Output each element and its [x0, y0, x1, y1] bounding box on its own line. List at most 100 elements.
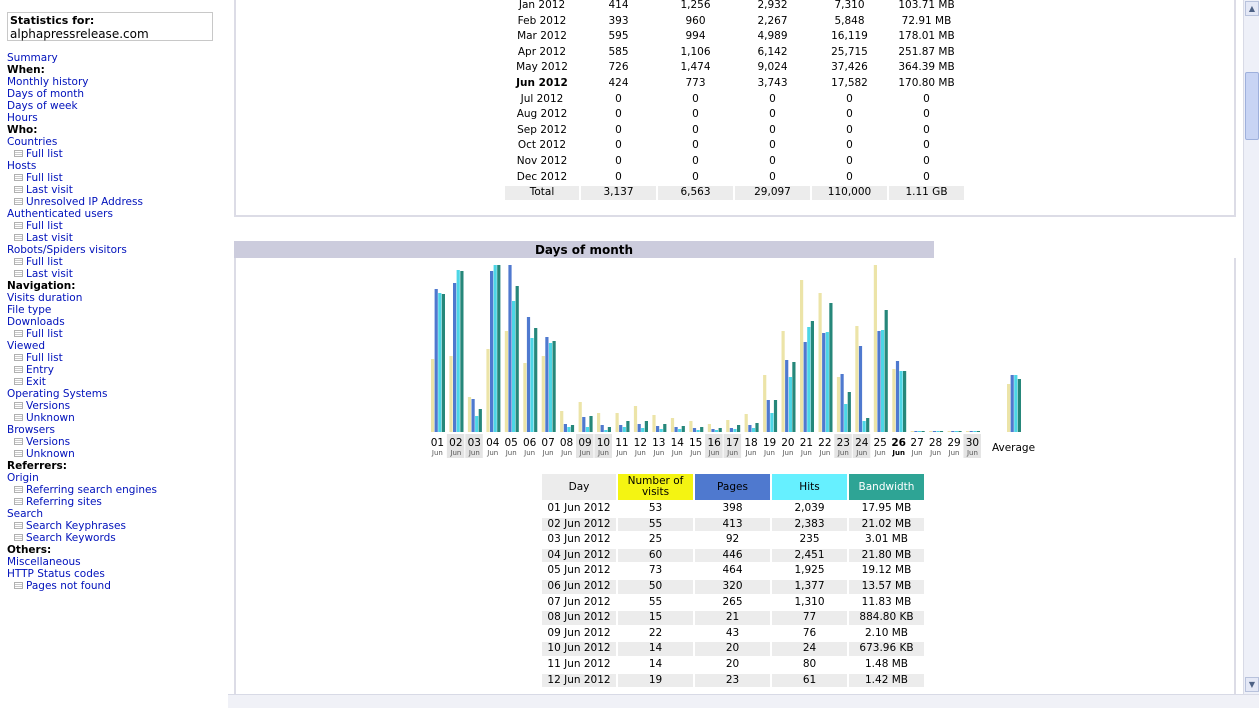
scroll-down-arrow-icon[interactable]: ▼	[1245, 677, 1259, 692]
bar-number-of-visits-23	[836, 377, 841, 432]
nav-subitem-search-keywords[interactable]: Search Keywords	[7, 532, 228, 544]
nav-item-monthly-history[interactable]: Monthly history	[7, 76, 228, 88]
nav-subitem-unresolved-ip-address[interactable]: Unresolved IP Address	[7, 196, 228, 208]
nav-subitem-unknown[interactable]: Unknown	[7, 448, 228, 460]
nav-item-http-status-codes[interactable]: HTTP Status codes	[7, 568, 228, 580]
nav-item-viewed[interactable]: Viewed	[7, 340, 228, 352]
list-icon	[14, 354, 23, 361]
day-tick-label: 07	[541, 437, 554, 449]
nav-item-file-type[interactable]: File type	[7, 304, 228, 316]
nav-subitem-last-visit[interactable]: Last visit	[7, 184, 228, 196]
nav-subitem-full-list[interactable]: Full list	[7, 220, 228, 232]
nav-subitem-pages-not-found[interactable]: Pages not found	[7, 580, 228, 592]
monthly-cell-visits: 0	[615, 170, 622, 183]
bar-bandwidth-mb-05	[515, 286, 519, 432]
nav-item-origin[interactable]: Origin	[7, 472, 228, 484]
bar-hits-27	[917, 431, 922, 432]
monthly-total-visits: 3,137	[581, 186, 656, 200]
nav-subitem-unknown[interactable]: Unknown	[7, 412, 228, 424]
nav-subitem-full-list[interactable]: Full list	[7, 148, 228, 160]
month-tick-label: Jun	[763, 449, 775, 457]
bar-number-of-visits-12	[633, 406, 638, 432]
bar-bandwidth-mb-13	[663, 424, 667, 432]
nav-subitem-last-visit[interactable]: Last visit	[7, 268, 228, 280]
month-tick-label: Jun	[708, 449, 720, 457]
monthly-cell-hits: 0	[769, 139, 776, 152]
nav-item-authenticated-users[interactable]: Authenticated users	[7, 208, 228, 220]
month-tick-label: Jun	[745, 449, 757, 457]
monthly-cell-month: Jun 2012	[516, 76, 568, 89]
nav-subitem-last-visit[interactable]: Last visit	[7, 232, 228, 244]
nav-subitem-full-list[interactable]: Full list	[7, 352, 228, 364]
month-tick-label: Jun	[966, 449, 978, 457]
monthly-total-col4: 110,000	[812, 186, 887, 200]
nav-item-countries[interactable]: Countries	[7, 136, 228, 148]
nav-subitem-exit[interactable]: Exit	[7, 376, 228, 388]
monthly-cell-hits: 3,743	[757, 76, 788, 89]
nav-item-visits-duration[interactable]: Visits duration	[7, 292, 228, 304]
scrollbar-thumb[interactable]	[1245, 72, 1259, 140]
list-icon	[14, 222, 23, 229]
monthly-cell-visits: 0	[615, 123, 622, 136]
nav-label: Full list	[26, 172, 63, 184]
daily-cell-bw: 21.80 MB	[849, 548, 924, 563]
bar-hits-12	[641, 428, 645, 432]
monthly-cell-bw: 0	[923, 170, 930, 183]
bar-pages-04	[490, 271, 494, 432]
nav-label: Viewed	[7, 340, 46, 352]
bar-bandwidth-mb-24	[866, 418, 870, 432]
bar-bandwidth-mb-28	[939, 431, 944, 432]
nav-subitem-full-list[interactable]: Full list	[7, 328, 228, 340]
monthly-total-bw: 1.11 GB	[889, 186, 964, 200]
bar-number-of-visits-27	[910, 431, 914, 432]
horizontal-scrollbar[interactable]	[228, 694, 1259, 708]
nav-item-browsers[interactable]: Browsers	[7, 424, 228, 436]
nav-item-operating-systems[interactable]: Operating Systems	[7, 388, 228, 400]
daily-cell-bw: 13.57 MB	[849, 579, 924, 594]
bar-hits-23	[844, 404, 848, 432]
days-of-month-table: Day Number of visits Pages Hits Bandwidth 01 …	[540, 472, 926, 689]
nav-item-hours[interactable]: Hours	[7, 112, 228, 124]
nav-subitem-full-list[interactable]: Full list	[7, 256, 228, 268]
nav-label: Versions	[26, 400, 71, 412]
scroll-up-arrow-icon[interactable]: ▲	[1245, 1, 1259, 16]
vertical-scrollbar[interactable]: ▲ ▼	[1243, 0, 1259, 694]
monthly-cell-col4: 17,582	[831, 76, 868, 89]
monthly-cell-pages: 1,474	[680, 61, 711, 74]
nav-item-days-of-week[interactable]: Days of week	[7, 100, 228, 112]
nav-subitem-referring-search-engines[interactable]: Referring search engines	[7, 484, 228, 496]
nav-item-search[interactable]: Search	[7, 508, 228, 520]
bar-number-of-visits-22	[818, 293, 822, 432]
bar-pages-22	[822, 333, 826, 432]
monthly-total-hits: 29,097	[735, 186, 810, 200]
nav-item-downloads[interactable]: Downloads	[7, 316, 228, 328]
bar-number-of-visits-11	[615, 413, 619, 432]
bar-bandwidth-mb-30	[976, 431, 980, 432]
bar-pages-30	[969, 431, 973, 432]
nav-subitem-full-list[interactable]: Full list	[7, 172, 228, 184]
list-icon	[14, 486, 23, 493]
daily-row: 02 Jun 2012 55 413 2,383 21.02 MB	[542, 517, 924, 532]
nav-item-summary[interactable]: Summary	[7, 52, 228, 64]
nav-subitem-referring-sites[interactable]: Referring sites	[7, 496, 228, 508]
monthly-cell-month: Apr 2012	[517, 45, 567, 58]
bar-pages-24	[858, 346, 863, 432]
daily-cell-pages: 21	[695, 611, 770, 625]
nav-item-miscellaneous[interactable]: Miscellaneous	[7, 556, 228, 568]
month-tick-label: Jun	[891, 449, 905, 457]
bar-number-of-visits-14	[670, 418, 675, 432]
monthly-cell-col4: 16,119	[831, 30, 868, 43]
day-tick-label: 30	[966, 437, 979, 449]
nav-subitem-versions[interactable]: Versions	[7, 400, 228, 412]
nav-subitem-entry[interactable]: Entry	[7, 364, 228, 376]
nav-subitem-versions[interactable]: Versions	[7, 436, 228, 448]
monthly-cell-bw: 170.80 MB	[898, 76, 955, 89]
nav-item-hosts[interactable]: Hosts	[7, 160, 228, 172]
nav-item-robots-spiders-visitors[interactable]: Robots/Spiders visitors	[7, 244, 228, 256]
nav-subitem-search-keyphrases[interactable]: Search Keyphrases	[7, 520, 228, 532]
list-icon	[14, 522, 23, 529]
daily-header-day: Day	[542, 474, 616, 500]
list-icon	[14, 366, 23, 373]
nav-item-days-of-month[interactable]: Days of month	[7, 88, 228, 100]
bar-hits-28	[936, 431, 940, 432]
